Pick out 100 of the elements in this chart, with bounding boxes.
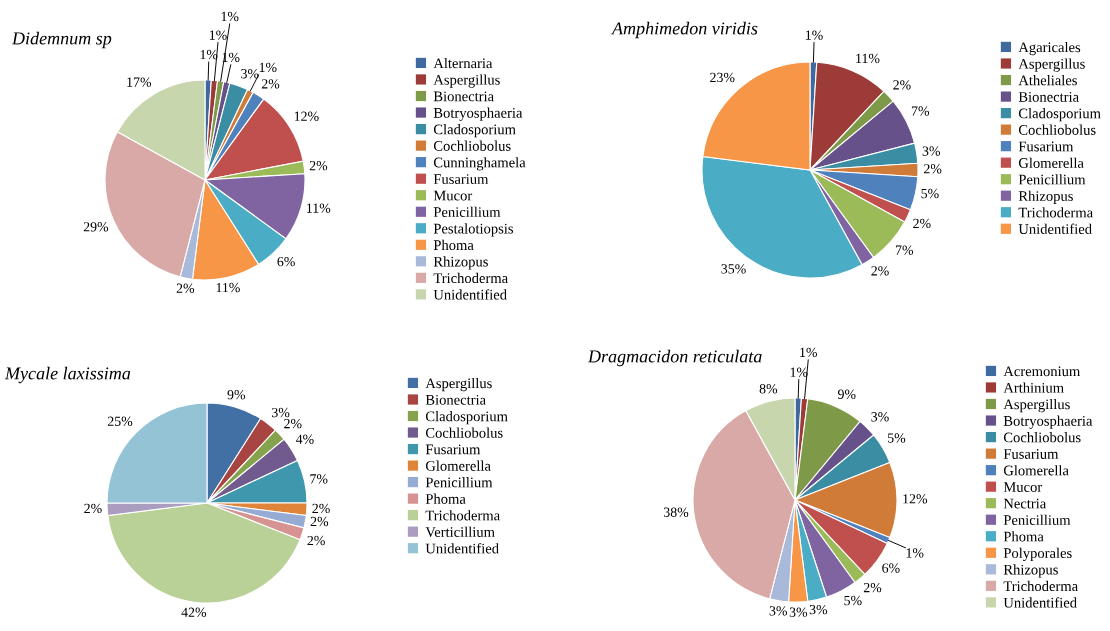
data-label: 2% xyxy=(312,503,330,514)
data-label: 2% xyxy=(893,80,911,90)
data-label: 2% xyxy=(176,283,195,293)
data-label: 9% xyxy=(837,389,856,399)
data-label: 25% xyxy=(107,416,133,426)
data-label: 3% xyxy=(769,606,788,616)
data-label: 7% xyxy=(911,106,930,116)
legend-label: Acremonium xyxy=(1003,366,1081,377)
data-label: 29% xyxy=(83,222,109,232)
data-label: 2% xyxy=(309,160,328,171)
data-label: 2% xyxy=(261,79,280,89)
data-label: 17% xyxy=(127,77,152,87)
legend-label: Phoma xyxy=(425,493,466,504)
legend-label: Aspergillus xyxy=(425,377,492,392)
data-label: 11% xyxy=(216,282,240,293)
legend-label: Phoma xyxy=(433,239,474,251)
data-label: 2% xyxy=(871,266,889,276)
data-label: 35% xyxy=(721,264,746,274)
data-label: 3% xyxy=(922,146,941,156)
legend-label: Fusarium xyxy=(433,174,489,184)
legend-label: Phoma xyxy=(1003,531,1044,542)
data-label: 9% xyxy=(227,389,246,400)
legend-label: Trichoderma xyxy=(1018,207,1093,218)
legend-label: Cochliobolus xyxy=(1018,124,1096,135)
data-label: 7% xyxy=(310,474,328,484)
data-label: 2% xyxy=(913,218,931,229)
data-label: 1% xyxy=(221,11,239,22)
data-label: 38% xyxy=(663,507,689,517)
data-label: 23% xyxy=(710,72,735,83)
legend-label: Aspergillus xyxy=(1003,398,1070,413)
legend-label: Cladosporium xyxy=(425,411,508,425)
data-label: 11% xyxy=(307,203,331,213)
data-label: 7% xyxy=(895,245,914,255)
data-label: 2% xyxy=(310,516,329,527)
legend-label: Atheliales xyxy=(1018,75,1077,86)
legend-label: Fusarium xyxy=(425,444,481,455)
data-label: 11% xyxy=(856,53,880,64)
legend-label: Cochliobolus xyxy=(433,140,511,151)
legend-label: Glomerella xyxy=(1003,465,1069,476)
legend-label: Polyporales xyxy=(1003,547,1072,562)
data-label: 3% xyxy=(789,607,808,617)
legend-label: Fusarium xyxy=(1003,449,1059,459)
data-label: 6% xyxy=(882,563,900,573)
data-label: 1% xyxy=(906,548,924,558)
legend-label: Aspergillus xyxy=(433,74,500,88)
legend-label: Cochliobolus xyxy=(425,427,503,438)
data-label: 12% xyxy=(294,111,319,121)
data-label: 3% xyxy=(272,407,290,418)
legend-label: Botryosphaeria xyxy=(433,107,523,121)
legend-label: Cladosporium xyxy=(433,124,516,138)
legend-label: Unidentified xyxy=(433,289,507,300)
data-label: 3% xyxy=(241,69,259,79)
legend-label: Unidentified xyxy=(425,543,499,554)
legend-label: Trichoderma xyxy=(1003,580,1078,592)
data-label: 5% xyxy=(887,433,906,443)
legend-label: Nectria xyxy=(1003,498,1047,509)
legend-label: Fusarium xyxy=(1018,141,1074,152)
legend-label: Bionectria xyxy=(433,91,494,102)
data-label: 2% xyxy=(84,503,102,514)
legend-label: Penicillium xyxy=(433,206,501,218)
data-label: 8% xyxy=(759,384,778,394)
legend-label: Agaricales xyxy=(1018,41,1081,56)
data-label: 2% xyxy=(924,164,942,174)
legend-label: Unidentified xyxy=(1018,223,1092,235)
data-label: 4% xyxy=(295,434,314,444)
legend-label: Pestalotiopsis xyxy=(433,223,514,237)
legend-label: Trichoderma xyxy=(425,510,500,521)
data-label: 5% xyxy=(844,595,862,606)
legend-label: Bionectria xyxy=(425,394,486,405)
legend-label: Alternaria xyxy=(433,57,493,69)
data-label: 2% xyxy=(284,418,302,429)
legend-label: Cladosporium xyxy=(1018,108,1101,122)
legend-label: Penicillium xyxy=(1003,514,1071,525)
legend-label: Unidentified xyxy=(1003,597,1077,608)
legend-label: Botryosphaeria xyxy=(1003,415,1093,429)
data-label: 42% xyxy=(181,607,207,617)
legend-label: Trichoderma xyxy=(433,272,508,284)
legend-label: Bionectria xyxy=(1018,92,1079,102)
text: Didemnum sp xyxy=(11,31,112,49)
data-label: 12% xyxy=(903,494,928,504)
data-label: 6% xyxy=(277,256,295,267)
data-label: 3% xyxy=(871,412,889,422)
chart-title: Amphimedon viridis xyxy=(611,21,758,39)
data-label: 1% xyxy=(200,49,218,60)
legend-label: Rhizopus xyxy=(433,256,488,270)
legend-label: Cochliobolus xyxy=(1003,432,1081,443)
chart-title: Dragmacidon reticulata xyxy=(587,349,762,367)
legend-label: Rhizopus xyxy=(1018,190,1073,204)
legend-label: Penicillium xyxy=(1018,174,1086,185)
data-label: 1% xyxy=(790,367,808,377)
legend-label: Mucor xyxy=(1003,482,1043,492)
chart-title: Mycale laxissima xyxy=(4,366,131,384)
data-label: 1% xyxy=(800,347,818,358)
data-label: 5% xyxy=(921,188,939,199)
legend-label: Verticillium xyxy=(425,526,495,538)
data-label: 2% xyxy=(307,535,325,546)
legend-label: Arthinium xyxy=(1003,382,1064,393)
data-label: 1% xyxy=(209,30,227,40)
data-label: 3% xyxy=(809,604,828,615)
data-label: 1% xyxy=(805,30,823,40)
